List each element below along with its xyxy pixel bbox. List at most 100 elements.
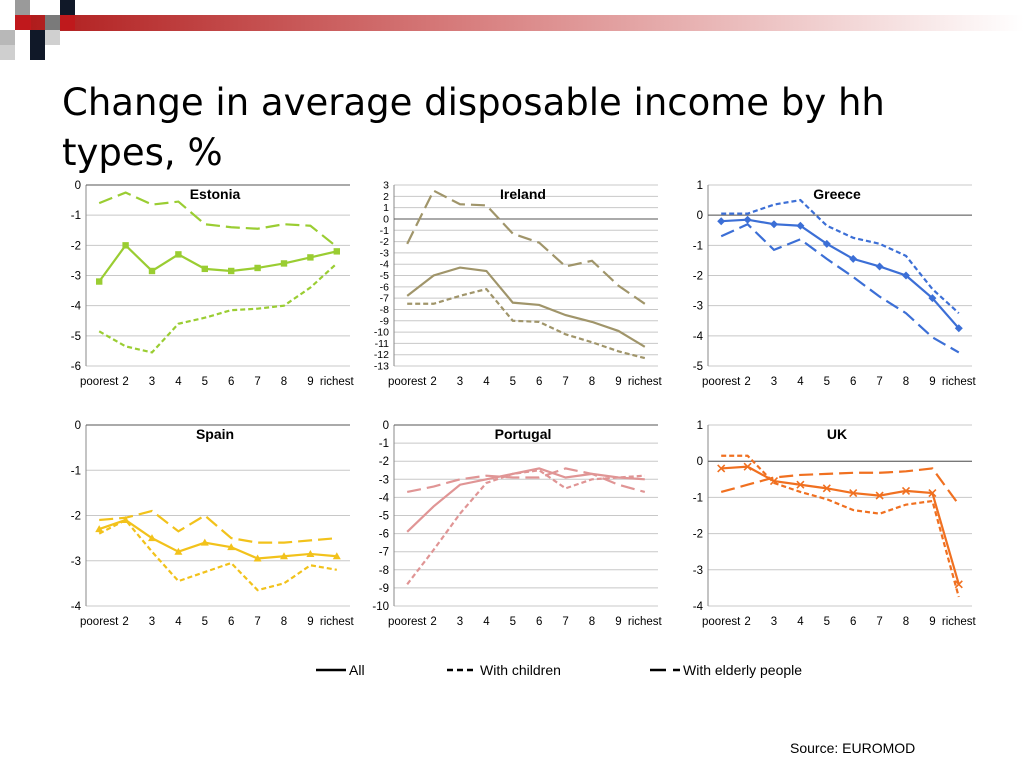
data-point-marker [849,254,858,263]
y-tick-label: -5 [379,511,389,523]
series-line-with-elderly-people [406,467,646,494]
x-tick-label: 8 [903,616,909,628]
y-tick-label: -2 [693,529,703,541]
series-line-with-children [407,287,646,360]
x-tick-label: 8 [903,376,909,388]
y-tick-label: -3 [71,271,81,283]
chart-spain: 0 -1 -2 -3 -4 poorest 2 3 4 5 6 7 8 9 richest Spain [71,420,355,628]
data-point-marker [796,221,805,230]
x-tick-label: 7 [876,616,882,628]
x-tick-label: 7 [562,376,568,388]
x-tick-label: poorest [80,376,119,388]
series-line-all [406,266,646,348]
data-point-marker [307,254,314,261]
x-tick-label: richest [628,616,663,628]
chart-portugal: 0 -1 -2 -3 -4 -5 -6 -7 -8 -9 -10 poorest 2 3 4 5 6 7 8 9 ric… [372,420,663,628]
x-tick-label: richest [628,376,663,388]
chart-title: UK [827,426,847,442]
x-tick-label: 4 [175,376,182,388]
chart-panel-ireland: 3 2 1 0 -1 -2 -3 -4 -5 -6 -7 -8 -9 -10 -11 -12 -13 poores… [366,178,666,392]
x-tick-label: 7 [254,616,260,628]
y-tick-label: -4 [380,259,389,271]
x-tick-label: 8 [589,376,595,388]
x-tick-label: poorest [702,376,741,388]
x-tick-label: 3 [457,616,463,628]
y-tick-label: 0 [383,420,389,432]
x-tick-label: 6 [850,616,856,628]
x-tick-label: 5 [510,376,516,388]
y-tick-label: -6 [71,361,81,373]
data-point-marker [254,264,261,272]
series-line-with-elderly-people [720,222,960,354]
legend-swatch-solid [316,668,346,672]
x-tick-label: 2 [430,376,436,388]
y-tick-label: -3 [379,474,389,486]
legend-swatch-short-dash [447,668,477,672]
x-tick-label: poorest [388,376,427,388]
y-tick-label: -7 [380,293,389,305]
y-tick-label: 2 [383,191,389,203]
y-tick-label: -1 [693,492,703,504]
x-tick-label: richest [942,376,977,388]
data-point-marker [227,543,236,551]
series-line-all [98,243,338,283]
x-tick-label: 5 [202,616,208,628]
data-point-marker [717,217,726,226]
legend-item-with-elderly: With elderly people [650,660,802,680]
y-tick-label: -1 [693,240,703,252]
chart-panel-uk: 1 0 -1 -2 -3 -4 poorest 2 3 4 5 6 7 8 9 richest UK [680,418,980,632]
x-tick-label: 4 [797,616,804,628]
data-point-marker [901,486,911,495]
series-line-with-children [98,262,338,354]
x-tick-label: 3 [771,616,777,628]
data-point-marker [228,267,235,275]
data-point-marker [875,491,884,500]
data-point-marker [200,538,209,546]
y-tick-label: -9 [380,315,389,327]
data-point-marker [253,554,262,562]
x-tick-label: 8 [281,376,287,388]
y-tick-label: -7 [379,547,389,559]
y-tick-label: -4 [71,301,82,313]
y-tick-label: 0 [75,180,81,192]
data-point-marker [280,552,288,560]
y-tick-label: -6 [380,281,389,293]
y-tick-label: -4 [693,331,704,343]
legend-label: With elderly people [683,662,803,678]
x-tick-label: poorest [388,616,427,628]
x-tick-label: 9 [929,376,935,388]
y-tick-label: -8 [380,304,389,316]
x-tick-label: 4 [175,616,182,628]
x-tick-label: richest [320,616,355,628]
data-point-marker [201,265,208,273]
x-tick-label: richest [320,376,355,388]
data-point-marker [743,215,752,224]
y-tick-label: -12 [374,349,389,361]
x-tick-label: richest [942,616,977,628]
chart-estonia: 0 -1 -2 -3 -4 -5 -6 poorest 2 3 4 5 6 7 8 9 richest Eston… [71,180,355,388]
x-tick-label: 3 [149,616,155,628]
y-tick-label: -10 [372,601,389,613]
legend-label: With children [480,662,561,678]
data-point-marker [174,547,183,555]
y-tick-label: -5 [71,331,81,343]
data-point-marker [95,525,104,533]
series-line-with-children [98,518,337,592]
y-tick-label: 3 [383,180,389,192]
data-point-marker [822,484,831,493]
y-tick-label: -3 [693,565,703,577]
y-tick-label: -2 [71,511,81,523]
data-point-marker [175,251,182,258]
x-tick-label: 7 [254,376,260,388]
y-tick-label: -9 [379,583,389,595]
y-tick-label: -1 [379,438,389,450]
series-line-with-elderly-people [720,467,960,506]
x-tick-label: 8 [281,616,287,628]
x-tick-label: 7 [876,376,882,388]
chart-uk: 1 0 -1 -2 -3 -4 poorest 2 3 4 5 6 7 8 9 richest UK [693,420,977,628]
legend-label: All [349,662,365,678]
x-tick-label: 2 [122,616,128,628]
legend-item-with-children: With children [447,660,561,680]
data-point-marker [769,477,779,486]
y-tick-label: -3 [71,556,81,568]
